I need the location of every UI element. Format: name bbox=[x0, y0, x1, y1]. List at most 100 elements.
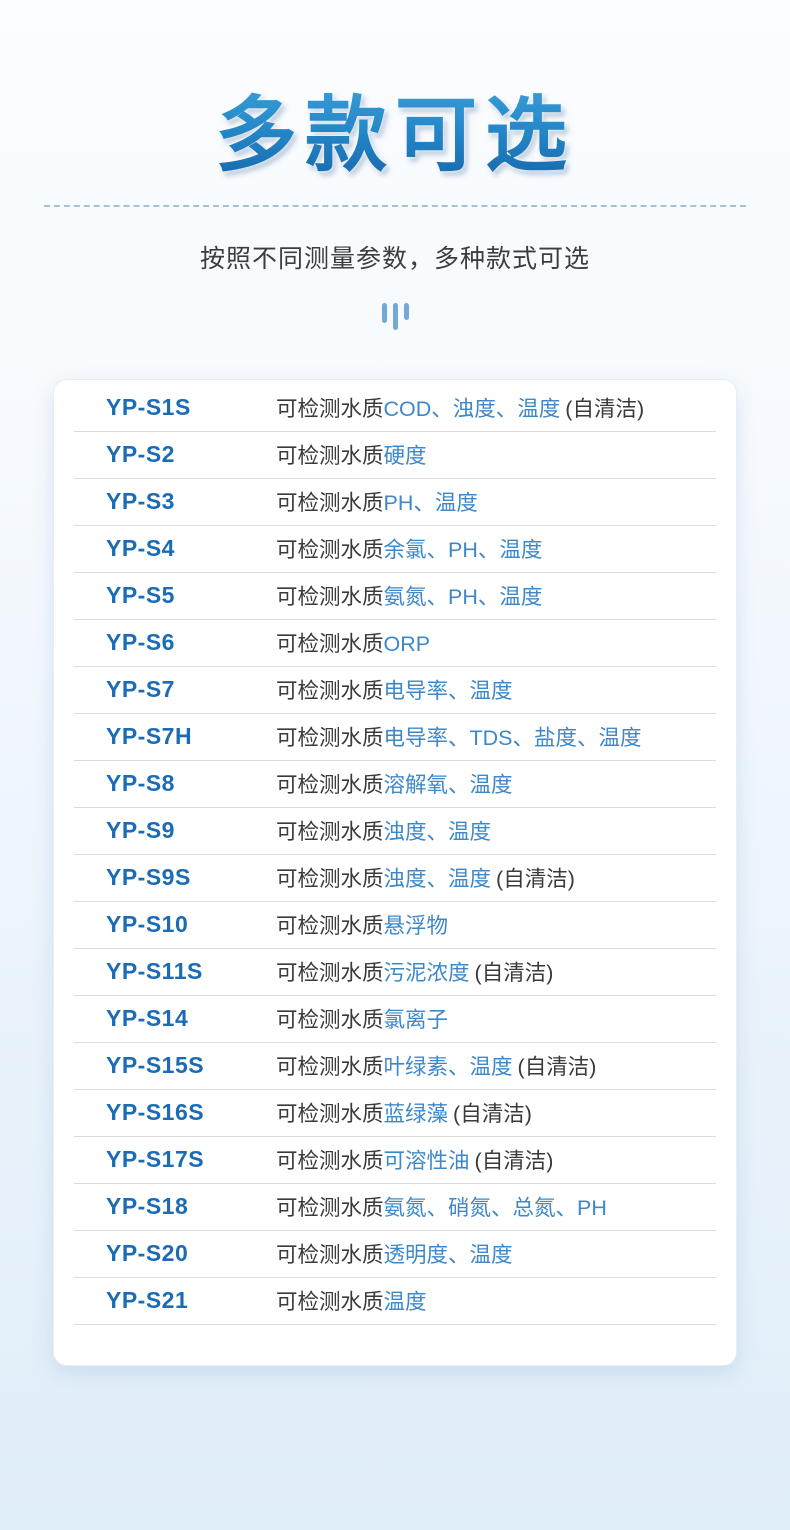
description-prefix: 可检测水质 bbox=[276, 585, 384, 609]
description-prefix: 可检测水质 bbox=[276, 1102, 384, 1126]
model-name: YP-S11S bbox=[106, 958, 203, 984]
table-row: YP-S14 可检测水质氯离子 bbox=[74, 996, 716, 1043]
description-suffix: (自清洁) bbox=[517, 1055, 597, 1079]
description-prefix: 可检测水质 bbox=[276, 1196, 384, 1220]
model-description: 可检测水质硬度 bbox=[276, 439, 427, 470]
description-prefix: 可检测水质 bbox=[276, 914, 384, 938]
description-parameters: 叶绿素、温度 bbox=[383, 1055, 513, 1079]
description-parameters: 悬浮物 bbox=[383, 914, 449, 938]
model-name: YP-S7 bbox=[106, 676, 175, 702]
page-subtitle: 按照不同测量参数，多种款式可选 bbox=[199, 244, 590, 273]
table-row: YP-S5 可检测水质氨氮、PH、温度 bbox=[74, 573, 716, 620]
description-suffix: (自清洁) bbox=[496, 867, 575, 891]
model-list-card: YP-S1S 可检测水质COD、浊度、温度 (自清洁) YP-S2 可检测水质硬度… bbox=[53, 378, 737, 1366]
model-name: YP-S7H bbox=[106, 723, 193, 749]
model-name: YP-S16S bbox=[106, 1099, 205, 1125]
description-prefix: 可检测水质 bbox=[276, 726, 384, 750]
description-suffix: (自清洁) bbox=[453, 1102, 532, 1126]
description-prefix: 可检测水质 bbox=[276, 867, 384, 891]
table-row: YP-S7H 可检测水质电导率、TDS、盐度、温度 bbox=[74, 714, 716, 761]
table-row: YP-S10 可检测水质悬浮物 bbox=[74, 902, 716, 949]
model-name: YP-S9 bbox=[106, 817, 175, 843]
description-parameters: 温度 bbox=[383, 1290, 427, 1314]
table-row: YP-S8 可检测水质溶解氧、温度 bbox=[74, 761, 716, 808]
model-description: 可检测水质浊度、温度 bbox=[276, 815, 491, 846]
model-name: YP-S5 bbox=[106, 582, 175, 608]
description-prefix: 可检测水质 bbox=[276, 632, 384, 656]
description-parameters: 电导率、TDS、盐度、温度 bbox=[383, 726, 642, 750]
model-description: 可检测水质温度 bbox=[276, 1285, 427, 1316]
model-name: YP-S6 bbox=[106, 629, 175, 655]
description-parameters: 浊度、温度 bbox=[383, 867, 492, 891]
description-suffix: (自清洁) bbox=[474, 1149, 554, 1173]
model-description: 可检测水质可溶性油 (自清洁) bbox=[276, 1144, 553, 1175]
equalizer-bars-icon bbox=[0, 302, 790, 333]
model-name: YP-S15S bbox=[106, 1052, 205, 1078]
description-prefix: 可检测水质 bbox=[276, 820, 384, 844]
description-parameters: 可溶性油 bbox=[383, 1149, 470, 1173]
description-parameters: 污泥浓度 bbox=[383, 961, 470, 985]
description-prefix: 可检测水质 bbox=[276, 538, 384, 562]
model-name: YP-S20 bbox=[106, 1240, 189, 1266]
model-name: YP-S8 bbox=[106, 770, 175, 796]
description-prefix: 可检测水质 bbox=[276, 679, 384, 703]
table-row: YP-S2 可检测水质硬度 bbox=[74, 432, 716, 479]
bar-right bbox=[403, 302, 409, 320]
model-name: YP-S10 bbox=[106, 911, 189, 937]
model-name: YP-S18 bbox=[106, 1193, 189, 1219]
model-description: 可检测水质污泥浓度 (自清洁) bbox=[276, 956, 553, 987]
table-row: YP-S11S 可检测水质污泥浓度 (自清洁) bbox=[74, 949, 716, 996]
table-row: YP-S4 可检测水质余氯、PH、温度 bbox=[74, 526, 716, 573]
model-description: 可检测水质氯离子 bbox=[276, 1003, 448, 1034]
model-name: YP-S9S bbox=[106, 864, 191, 890]
model-name: YP-S3 bbox=[106, 488, 175, 514]
table-row: YP-S17S 可检测水质可溶性油 (自清洁) bbox=[74, 1137, 716, 1184]
description-parameters: 氨氮、PH、温度 bbox=[383, 585, 543, 609]
table-row: YP-S6 可检测水质ORP bbox=[74, 620, 716, 667]
model-description: 可检测水质溶解氧、温度 bbox=[276, 768, 513, 799]
model-description: 可检测水质氨氮、硝氮、总氮、PH bbox=[276, 1191, 607, 1222]
description-parameters: ORP bbox=[383, 632, 431, 656]
description-prefix: 可检测水质 bbox=[276, 773, 384, 797]
description-parameters: 溶解氧、温度 bbox=[383, 773, 513, 797]
bar-left bbox=[381, 302, 387, 323]
model-description: 可检测水质叶绿素、温度 (自清洁) bbox=[276, 1050, 596, 1081]
table-row: YP-S7 可检测水质电导率、温度 bbox=[74, 667, 716, 714]
description-prefix: 可检测水质 bbox=[276, 1290, 384, 1314]
description-parameters: 氯离子 bbox=[383, 1008, 449, 1032]
description-suffix: (自清洁) bbox=[565, 397, 645, 421]
model-name: YP-S14 bbox=[106, 1005, 189, 1031]
description-prefix: 可检测水质 bbox=[276, 961, 384, 985]
description-parameters: 余氯、PH、温度 bbox=[383, 538, 543, 562]
description-suffix: (自清洁) bbox=[474, 961, 554, 985]
description-prefix: 可检测水质 bbox=[276, 491, 384, 515]
model-name: YP-S1S bbox=[106, 394, 191, 420]
dashed-divider bbox=[44, 204, 746, 207]
model-name: YP-S21 bbox=[106, 1287, 189, 1313]
table-row: YP-S3 可检测水质PH、温度 bbox=[74, 479, 716, 526]
description-prefix: 可检测水质 bbox=[276, 397, 384, 421]
table-row: YP-S1S 可检测水质COD、浊度、温度 (自清洁) bbox=[74, 385, 716, 432]
description-parameters: 浊度、温度 bbox=[383, 820, 492, 844]
model-description: 可检测水质浊度、温度 (自清洁) bbox=[276, 862, 575, 893]
page-title: 多款可选 bbox=[215, 84, 575, 187]
description-parameters: 氨氮、硝氮、总氮、PH bbox=[383, 1196, 607, 1220]
description-parameters: PH、温度 bbox=[383, 491, 478, 515]
model-description: 可检测水质透明度、温度 bbox=[276, 1238, 513, 1269]
description-parameters: 电导率、温度 bbox=[383, 679, 513, 703]
description-prefix: 可检测水质 bbox=[276, 1243, 384, 1267]
model-name: YP-S2 bbox=[106, 441, 175, 467]
table-row: YP-S21 可检测水质温度 bbox=[74, 1278, 716, 1325]
table-row: YP-S18 可检测水质氨氮、硝氮、总氮、PH bbox=[74, 1184, 716, 1231]
description-parameters: 硬度 bbox=[383, 444, 427, 468]
model-description: 可检测水质电导率、温度 bbox=[276, 674, 513, 705]
table-row: YP-S20 可检测水质透明度、温度 bbox=[74, 1231, 716, 1278]
bar-middle bbox=[392, 302, 398, 330]
model-name: YP-S4 bbox=[106, 535, 175, 561]
model-description: 可检测水质氨氮、PH、温度 bbox=[276, 580, 542, 611]
model-description: 可检测水质PH、温度 bbox=[276, 486, 478, 517]
description-parameters: 透明度、温度 bbox=[383, 1243, 513, 1267]
description-parameters: COD、浊度、温度 bbox=[383, 397, 561, 421]
model-description: 可检测水质悬浮物 bbox=[276, 909, 448, 940]
description-prefix: 可检测水质 bbox=[276, 1055, 384, 1079]
